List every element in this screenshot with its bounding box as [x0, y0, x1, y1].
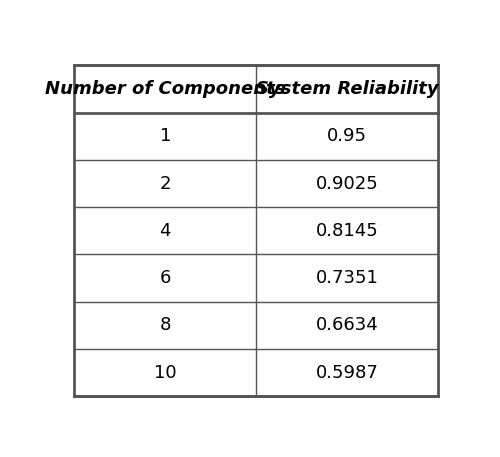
Text: 0.95: 0.95: [328, 128, 368, 145]
Text: 0.6634: 0.6634: [316, 316, 378, 334]
Text: 0.9025: 0.9025: [316, 175, 378, 192]
Text: 0.7351: 0.7351: [316, 269, 379, 287]
Text: 0.5987: 0.5987: [316, 364, 379, 382]
Text: System Reliability: System Reliability: [256, 80, 438, 98]
Text: Number of Components: Number of Components: [45, 80, 286, 98]
Text: 6: 6: [160, 269, 171, 287]
Text: 8: 8: [160, 316, 171, 334]
Text: 1: 1: [160, 128, 171, 145]
Text: 2: 2: [160, 175, 171, 192]
Text: 0.8145: 0.8145: [316, 222, 378, 240]
Text: 10: 10: [154, 364, 176, 382]
Text: 4: 4: [160, 222, 171, 240]
